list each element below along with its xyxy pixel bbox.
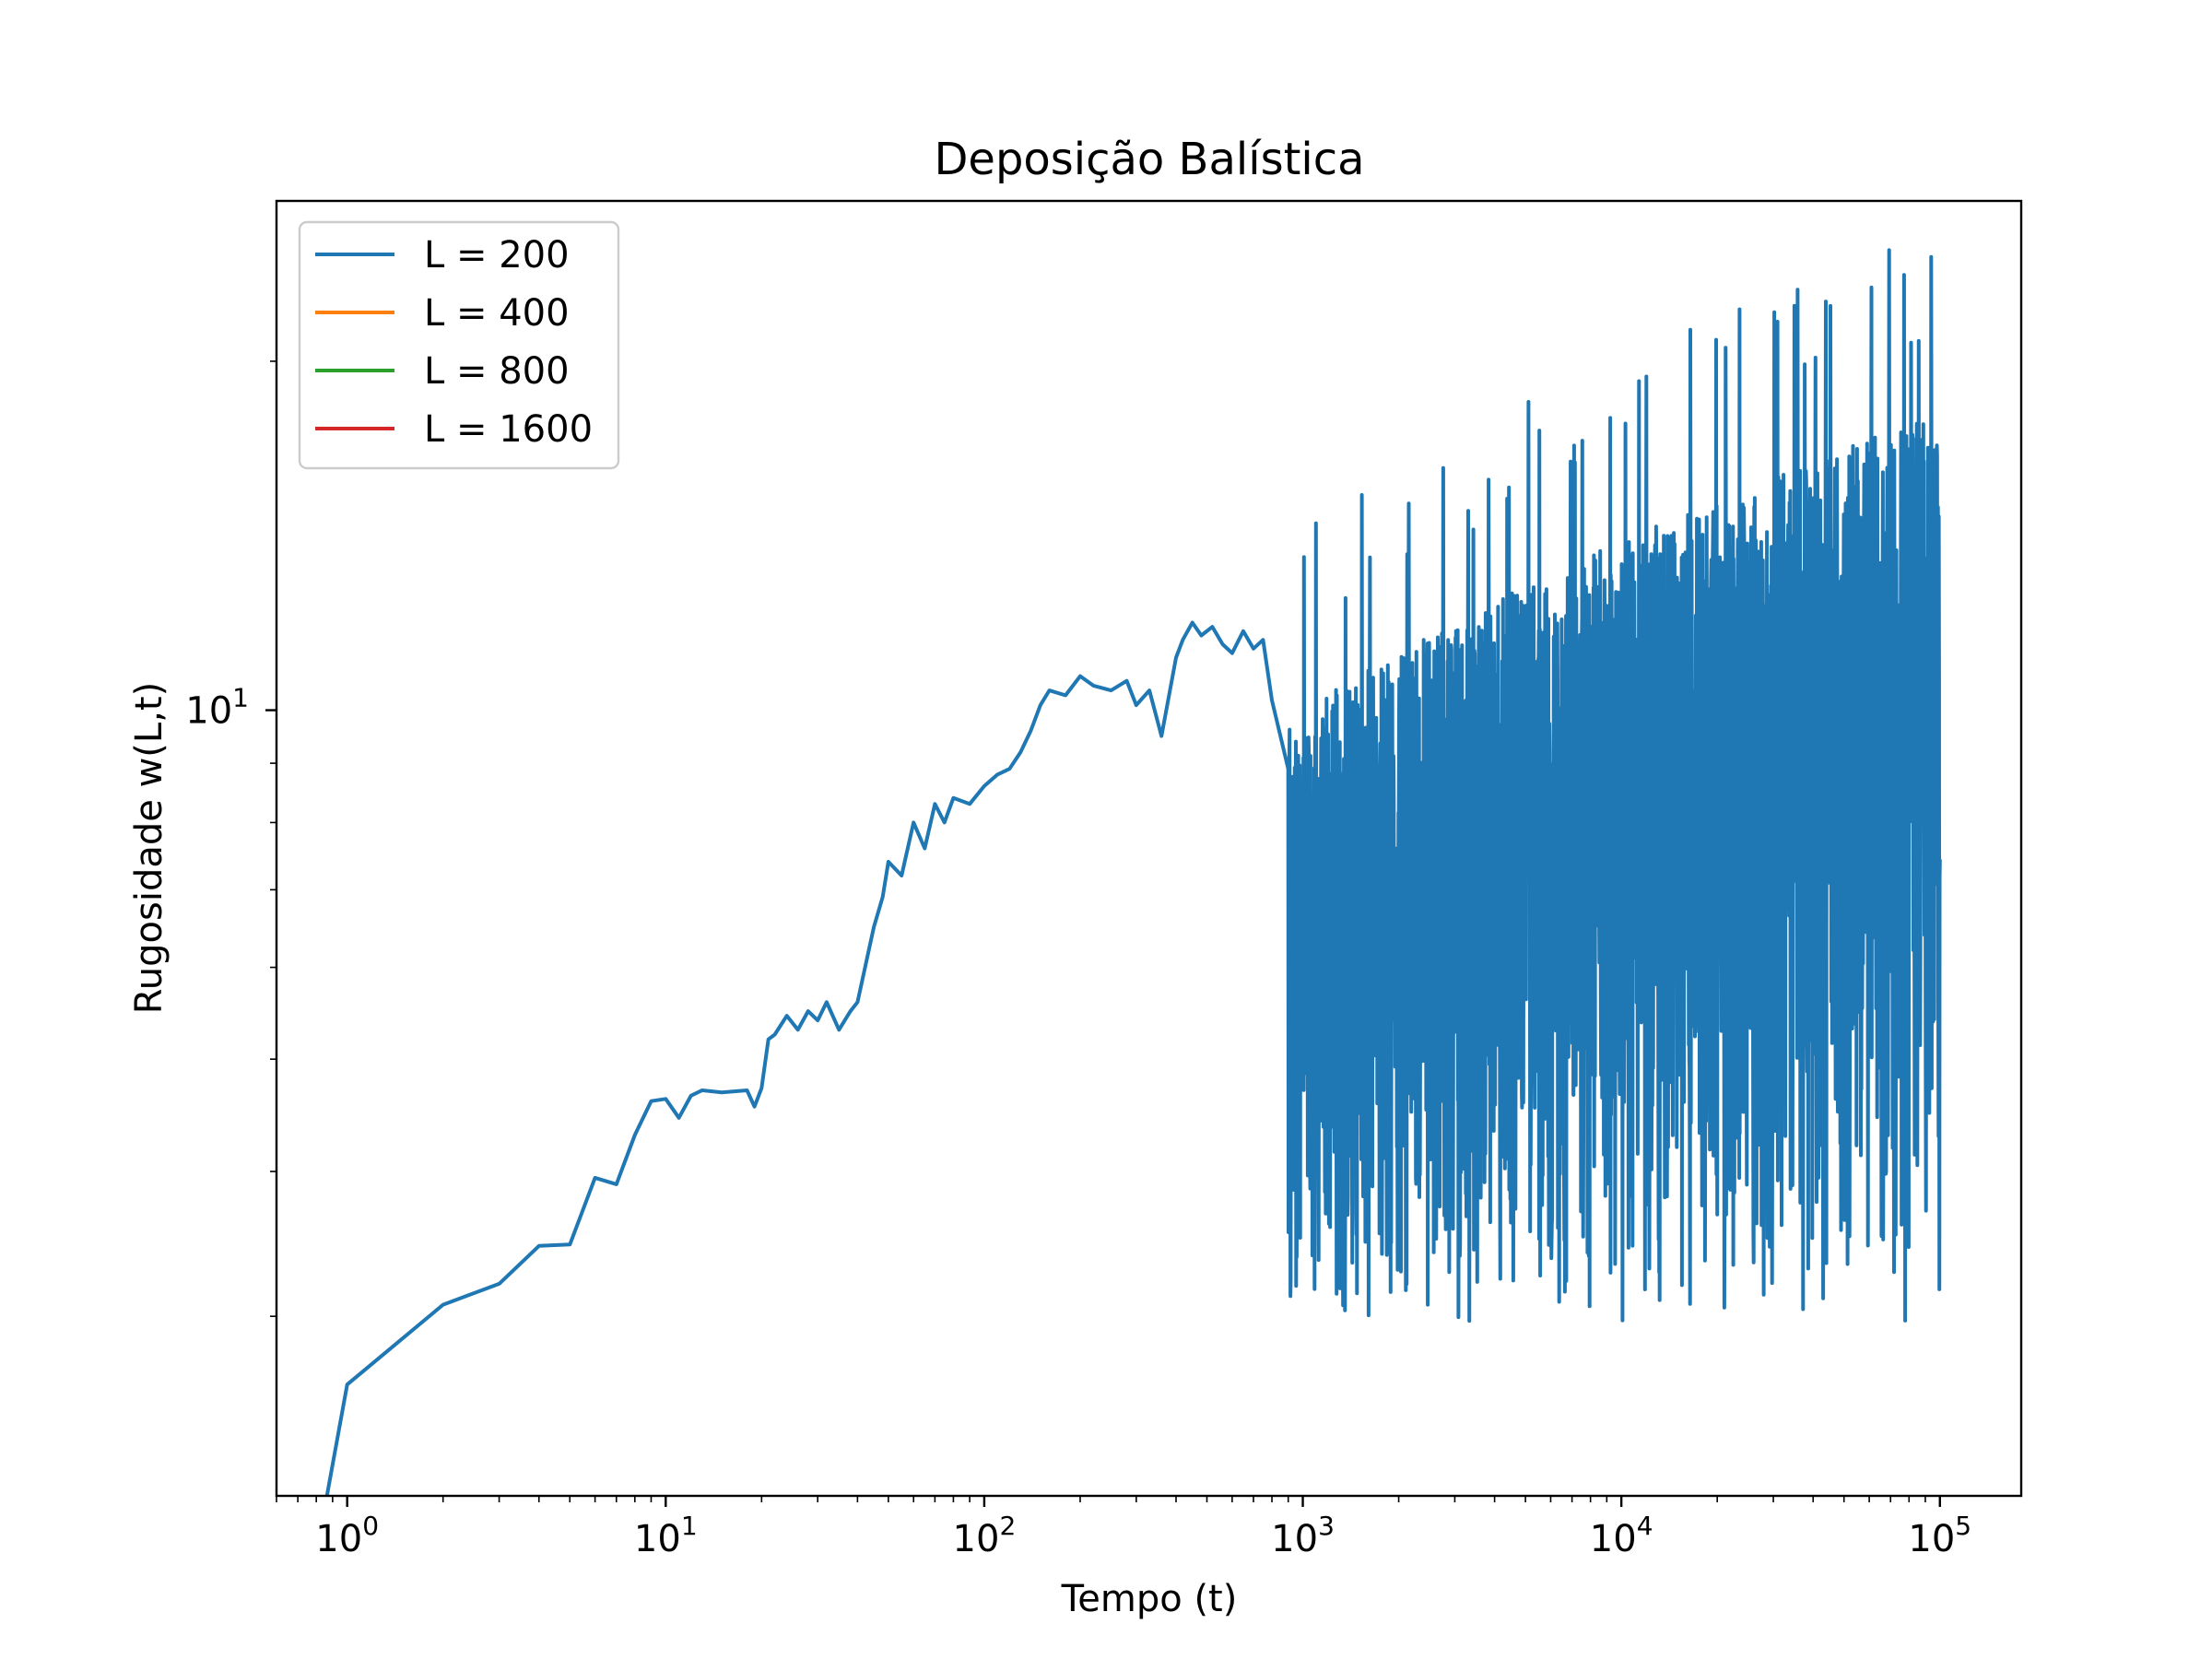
x-tick-label-2: 102	[953, 1511, 1017, 1560]
series-layer	[324, 248, 1942, 1496]
x-tick-label-1: 101	[634, 1511, 698, 1560]
plot-frame	[275, 199, 2023, 1498]
chart-title: Deposição Balística	[934, 134, 1364, 185]
legend-label-2: L = 800	[424, 350, 570, 393]
x-tick-label-5: 105	[1908, 1511, 1971, 1560]
legend-label-3: L = 1600	[424, 408, 593, 451]
legend: L = 200 L = 400 L = 800 L = 1600	[298, 220, 620, 470]
legend-label-1: L = 400	[424, 292, 570, 335]
y-tick-label-0: 101	[185, 683, 249, 733]
y-axis: 101	[185, 360, 276, 1317]
x-axis-label: Tempo (t)	[1061, 1578, 1238, 1620]
x-axis: 100 101 102 103 104 105	[276, 1496, 1971, 1560]
y-axis-label: Rugosidade w(L,t)	[128, 682, 171, 1014]
x-tick-label-3: 103	[1271, 1511, 1335, 1560]
series-line-0	[324, 248, 1942, 1496]
x-tick-label-0: 100	[315, 1511, 379, 1560]
x-tick-label-4: 104	[1590, 1511, 1653, 1560]
legend-frame	[298, 220, 620, 470]
legend-label-0: L = 200	[424, 234, 570, 276]
